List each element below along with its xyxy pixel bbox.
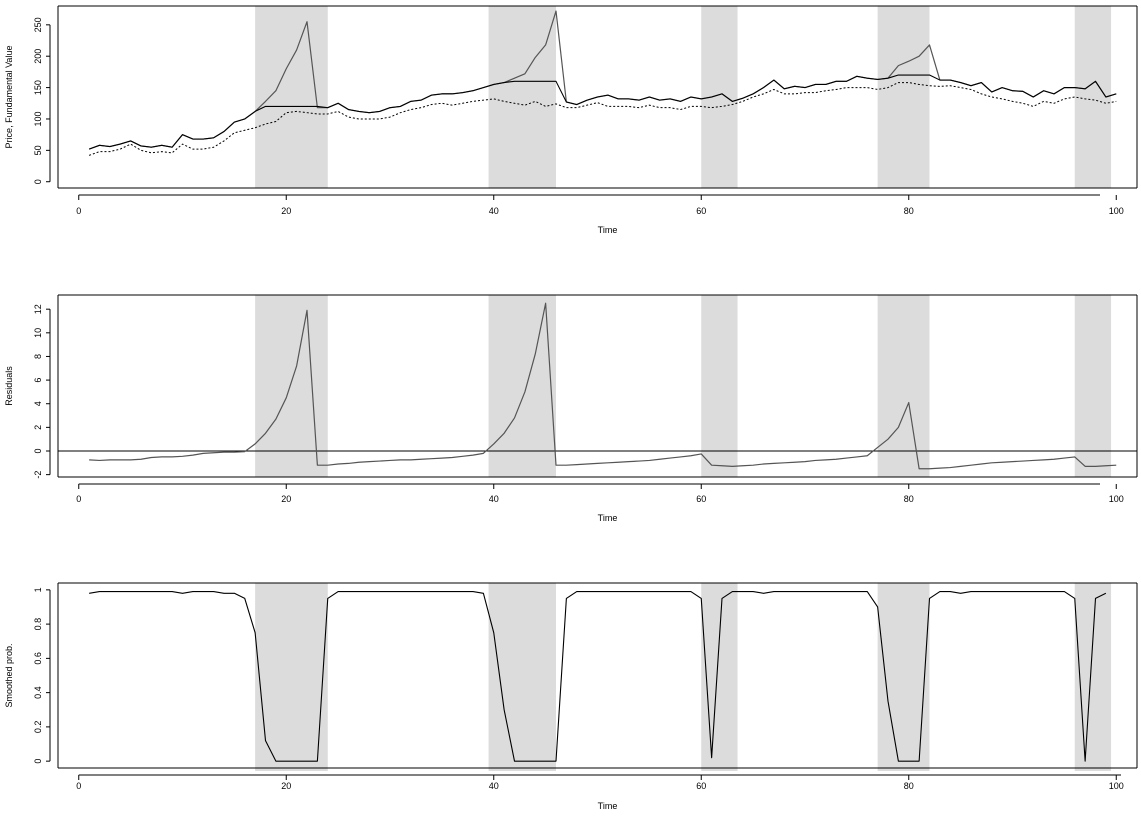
x-tick-label: 60	[696, 781, 706, 791]
x-tick-label: 80	[904, 206, 914, 216]
shaded-region	[488, 6, 556, 188]
x-tick-label: 60	[696, 494, 706, 504]
y-tick-label: 1	[33, 587, 43, 592]
y-tick-label: 12	[33, 304, 43, 314]
y-tick-label: 0.4	[33, 686, 43, 699]
series-line	[89, 302, 1117, 470]
x-tick-label: 100	[1109, 206, 1124, 216]
x-tick-label: 40	[489, 781, 499, 791]
y-tick-label: 0.2	[33, 721, 43, 734]
y-tick-label: 2	[33, 425, 43, 430]
chart-panel-3: 0 0.2 0.4 0.6 0.8 1 0 20 40 60 80 100 Time Smoothed p…	[4, 582, 1138, 811]
y-tick-label: 6	[33, 378, 43, 383]
x-tick-label: 20	[281, 494, 291, 504]
x-axis-label: Time	[598, 513, 618, 523]
shaded-region	[701, 6, 738, 188]
shaded-region	[488, 295, 556, 477]
shaded-region	[877, 295, 930, 477]
y-tick-label: 150	[33, 80, 43, 95]
chart-panel-1: 0 50 100 150 200 250 0 20 40 60 80 100 Time Price, Fu…	[4, 5, 1138, 235]
y-tick-label: 4	[33, 401, 43, 406]
x-tick-label: 20	[281, 206, 291, 216]
x-tick-label: 0	[76, 206, 81, 216]
y-axis-label: Price, Fundamental Value	[4, 46, 14, 149]
shaded-region	[1074, 583, 1112, 771]
x-axis-label: Time	[598, 801, 618, 811]
y-tick-label: 50	[33, 145, 43, 155]
x-tick-label: 60	[696, 206, 706, 216]
y-tick-label: 0.6	[33, 652, 43, 665]
shaded-region	[701, 583, 738, 771]
shaded-region	[877, 6, 930, 188]
shaded-region	[1074, 295, 1112, 477]
x-tick-label: 40	[489, 494, 499, 504]
shaded-region	[701, 295, 738, 477]
y-tick-label: 0	[33, 448, 43, 453]
y-tick-label: 0	[33, 179, 43, 184]
y-tick-label: -2	[33, 471, 43, 479]
series-line	[89, 591, 1107, 762]
shaded-region	[255, 583, 328, 771]
x-tick-label: 20	[281, 781, 291, 791]
x-axis-label: Time	[598, 225, 618, 235]
shaded-region	[1074, 6, 1112, 188]
x-tick-label: 0	[76, 494, 81, 504]
chart-panel-2: -2 0 2 4 6 8 10 12 0 20 40 60 80 100 Time Residuals	[4, 294, 1138, 523]
shaded-region	[488, 583, 556, 771]
series-line	[88, 74, 1117, 150]
y-tick-label: 10	[33, 328, 43, 338]
y-axis-label: Residuals	[4, 366, 14, 406]
x-tick-label: 100	[1109, 781, 1124, 791]
x-tick-label: 40	[489, 206, 499, 216]
x-tick-label: 80	[904, 781, 914, 791]
y-axis-label: Smoothed prob.	[4, 643, 14, 707]
y-tick-label: 0.8	[33, 618, 43, 631]
y-tick-label: 8	[33, 354, 43, 359]
y-tick-label: 100	[33, 111, 43, 126]
x-tick-label: 100	[1109, 494, 1124, 504]
series-line	[88, 82, 1117, 156]
x-tick-label: 0	[76, 781, 81, 791]
y-tick-label: 250	[33, 17, 43, 32]
x-tick-label: 80	[904, 494, 914, 504]
y-tick-label: 200	[33, 49, 43, 64]
shaded-region	[255, 6, 328, 188]
y-tick-label: 0	[33, 759, 43, 764]
